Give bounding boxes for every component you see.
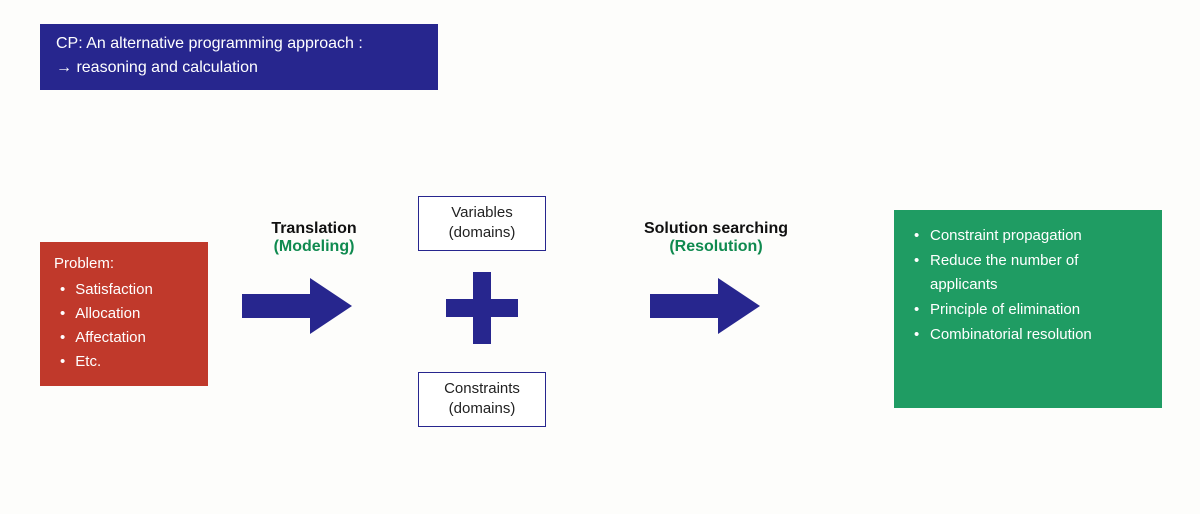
- variables-line2: (domains): [419, 223, 545, 243]
- step1-line1: Translation: [234, 220, 394, 238]
- problem-box: Problem: Satisfaction Allocation Affecta…: [40, 242, 208, 386]
- step1-line2: (Modeling): [234, 238, 394, 256]
- step2-label: Solution searching (Resolution): [616, 220, 816, 256]
- step2-line2: (Resolution): [616, 238, 816, 256]
- constraints-line1: Constraints: [419, 379, 545, 399]
- result-item: Combinatorial resolution: [908, 323, 1146, 346]
- step1-label: Translation (Modeling): [234, 220, 394, 256]
- variables-line1: Variables: [419, 203, 545, 223]
- result-box: Constraint propagation Reduce the number…: [894, 210, 1162, 408]
- result-item: Constraint propagation: [908, 224, 1146, 247]
- variables-box: Variables (domains): [418, 196, 546, 251]
- result-item: Reduce the number of applicants: [908, 249, 1146, 296]
- header-line2: → reasoning and calculation: [56, 56, 422, 80]
- problem-item: Allocation: [54, 302, 194, 326]
- header-line1: CP: An alternative programming approach …: [56, 32, 422, 56]
- header-box: CP: An alternative programming approach …: [40, 24, 438, 90]
- plus-icon: [446, 272, 518, 344]
- step2-line1: Solution searching: [616, 220, 816, 238]
- problem-item: Satisfaction: [54, 278, 194, 302]
- constraints-box: Constraints (domains): [418, 372, 546, 427]
- arrow2: [650, 278, 760, 334]
- arrow1: [242, 278, 352, 334]
- constraints-line2: (domains): [419, 399, 545, 419]
- result-list: Constraint propagation Reduce the number…: [908, 224, 1146, 346]
- problem-title: Problem:: [54, 252, 194, 276]
- problem-list: Satisfaction Allocation Affectation Etc.: [54, 278, 194, 374]
- result-item: Principle of elimination: [908, 298, 1146, 321]
- problem-item: Affectation: [54, 326, 194, 350]
- problem-item: Etc.: [54, 350, 194, 374]
